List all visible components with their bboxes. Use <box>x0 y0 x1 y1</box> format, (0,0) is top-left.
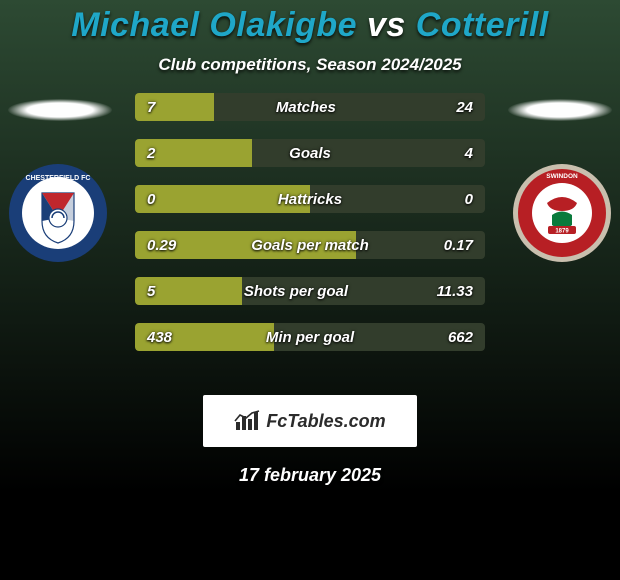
stat-right-value: 662 <box>448 329 473 346</box>
stat-bar: 0Hattricks0 <box>135 185 485 213</box>
stat-metric-label: Goals <box>155 145 464 162</box>
stat-metric-label: Hattricks <box>155 191 464 208</box>
stat-metric-label: Shots per goal <box>155 283 436 300</box>
stat-left-value: 5 <box>147 283 155 300</box>
stat-left-value: 438 <box>147 329 172 346</box>
stat-bar-labels: 7Matches24 <box>135 93 485 121</box>
svg-text:SWINDON: SWINDON <box>546 173 578 180</box>
club-badge-right: SWINDON 1879 <box>512 163 612 263</box>
stat-right-value: 4 <box>465 145 473 162</box>
stat-bars: 7Matches242Goals40Hattricks00.29Goals pe… <box>135 93 485 351</box>
date-text: 17 february 2025 <box>0 465 620 486</box>
player-shadow-right <box>508 99 612 121</box>
comparison-arena: CHESTERFIELD FC SWINDON 1879 7Matc <box>0 93 620 373</box>
stat-metric-label: Goals per match <box>176 237 444 254</box>
stat-right-value: 11.33 <box>437 283 473 300</box>
title-vs: vs <box>367 6 406 44</box>
stat-bar: 2Goals4 <box>135 139 485 167</box>
stat-right-value: 0.17 <box>444 237 473 254</box>
bar-chart-icon <box>234 410 260 432</box>
swindon-badge-icon: SWINDON 1879 <box>512 163 612 263</box>
title-player2: Cotterill <box>416 6 549 44</box>
stat-metric-label: Matches <box>155 99 456 116</box>
stat-right-value: 24 <box>456 99 473 116</box>
subtitle: Club competitions, Season 2024/2025 <box>0 55 620 75</box>
stat-left-value: 0.29 <box>147 237 176 254</box>
stat-bar-labels: 2Goals4 <box>135 139 485 167</box>
stat-bar: 5Shots per goal11.33 <box>135 277 485 305</box>
watermark: FcTables.com <box>203 395 417 447</box>
stat-metric-label: Min per goal <box>172 329 448 346</box>
stat-bar: 438Min per goal662 <box>135 323 485 351</box>
stat-left-value: 7 <box>147 99 155 116</box>
page-title: Michael Olakigbe vs Cotterill <box>0 0 620 45</box>
player-shadow-left <box>8 99 112 121</box>
stat-right-value: 0 <box>465 191 473 208</box>
watermark-text: FcTables.com <box>266 411 385 432</box>
chesterfield-badge-icon: CHESTERFIELD FC <box>8 163 108 263</box>
title-player1: Michael Olakigbe <box>71 6 357 44</box>
svg-text:1879: 1879 <box>555 229 569 235</box>
stat-bar: 0.29Goals per match0.17 <box>135 231 485 259</box>
stat-left-value: 2 <box>147 145 155 162</box>
stat-bar-labels: 438Min per goal662 <box>135 323 485 351</box>
stat-bar-labels: 0Hattricks0 <box>135 185 485 213</box>
stat-bar-labels: 0.29Goals per match0.17 <box>135 231 485 259</box>
stat-bar: 7Matches24 <box>135 93 485 121</box>
stat-bar-labels: 5Shots per goal11.33 <box>135 277 485 305</box>
infographic-root: Michael Olakigbe vs Cotterill Club compe… <box>0 0 620 580</box>
stat-left-value: 0 <box>147 191 155 208</box>
club-badge-left: CHESTERFIELD FC <box>8 163 108 263</box>
svg-text:CHESTERFIELD FC: CHESTERFIELD FC <box>26 175 91 182</box>
